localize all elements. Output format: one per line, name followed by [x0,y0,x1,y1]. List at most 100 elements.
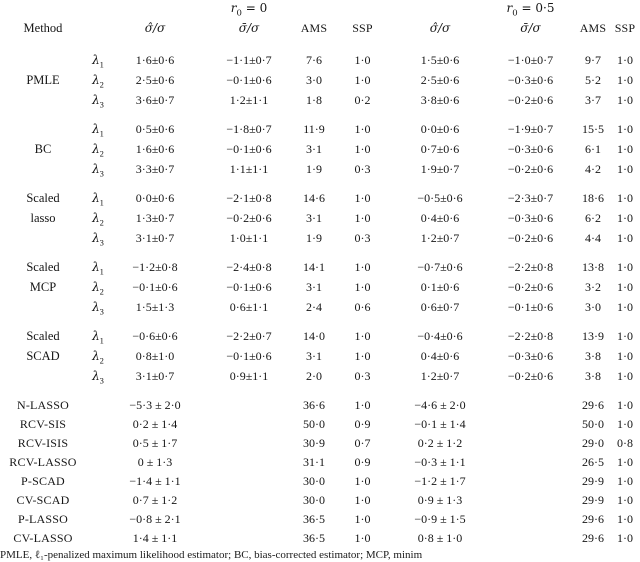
cell-sigma-bar-r0 [200,529,298,548]
cell-ams-r05: 6·1 [585,142,601,156]
cell-ams-r0: 30·0 [303,474,325,488]
table-row: λ3 1·5±1·3 0·6±1·1 2·4 0·6 0·6±0·7 −0·1±0·6 3·0… [86,297,640,317]
r-symbol: r [230,1,237,15]
cell-ssp-r0: 0·9 [354,417,371,431]
cell-ams-r05: 26·5 [582,455,604,469]
table-row: λ3 3·1±0·7 1·0±1·1 1·9 0·3 1·2±0·7 −0·2±0·6 4·4… [86,228,640,248]
method-block: BC λ1 0·5±0·6 −1·8±0·7 11·9 1·0 0·0±0·6 −1·9±0·… [0,119,640,179]
cell-ams-r0: 3·1 [306,349,322,363]
cell-sigma-bar-r05: −0·3±0·6 [507,142,554,156]
lambda-label: λ3 [92,162,104,179]
header-sigma-hat-r05: σ̂/σ [429,21,451,35]
cell-ssp-r0: 1·0 [354,211,371,225]
method-label: RCV-ISIS [17,436,69,450]
cell-ams-r05: 5·2 [585,73,601,87]
cell-sigma-hat-r05: 1·5±0·6 [420,53,460,67]
cell-sigma-bar-r0: 1·2±1·1 [229,93,269,107]
table-row: λ2 −0·1±0·6 −0·1±0·6 3·1 1·0 0·1±0·6 −0·2±0·6 3… [86,277,640,297]
cell-ssp-r05: 1·0 [617,531,633,545]
method-label: RCV-SIS [19,417,67,431]
method-label-line: MCP [29,280,57,294]
cell-sigma-hat-r05: 1·9±0·7 [420,162,460,176]
table-row: RCV-LASSO 0 ± 1·3 31·1 0·9 −0·3 ± 1·1 26·5 1·0 [0,453,640,472]
cell-sigma-bar-r05: −0·3±0·6 [507,211,554,225]
lambda-label: λ3 [92,300,104,317]
table-row: P-SCAD −1·4 ± 1·1 30·0 1·0 −1·2 ± 1·7 29·9 1·0 [0,472,640,491]
table-row: λ1 −0·6±0·6 −2·2±0·7 14·0 1·0 −0·4±0·6 −2·2±0·… [86,326,640,346]
cell-ssp-r0: 1·0 [354,191,371,205]
cell-sigma-hat-r0: 0·8±1·0 [135,349,175,363]
cell-sigma-bar-r0: −1·1±0·7 [226,53,272,67]
cell-ssp-r0: 0·3 [354,162,371,176]
cell-ssp-r0: 0·3 [354,369,371,383]
cell-ams-r0: 11·9 [303,122,325,136]
cell-ssp-r0: 1·0 [354,53,371,67]
cell-sigma-hat-r05: 0·8 ± 1·0 [417,531,463,545]
cell-sigma-hat-r0: 1·6±0·6 [135,53,175,67]
method-label: RCV-LASSO [9,455,77,469]
method-label-line: Scaled [26,191,60,205]
cell-sigma-hat-r0: 3·6±0·7 [135,93,175,107]
cell-sigma-hat-r0: 0 ± 1·3 [137,455,173,469]
header-ams-r05: AMS [579,21,607,35]
cell-ams-r0: 1·9 [306,231,322,245]
cell-ams-r05: 18·6 [582,191,604,205]
cell-sigma-hat-r05: −4·6 ± 2·0 [414,398,466,412]
cell-sigma-bar-r05: −0·1±0·6 [507,300,554,314]
cell-sigma-hat-r0: 0·0±0·6 [135,191,175,205]
cell-sigma-hat-r05: 0·0±0·6 [420,122,460,136]
table-row: λ3 3·3±0·7 1·1±1·1 1·9 0·3 1·9±0·7 −0·2±0·6 4·2… [86,159,640,179]
cell-sigma-bar-r0: −2·1±0·8 [226,191,272,205]
cell-ams-r0: 3·1 [306,211,322,225]
header-sigma-bar-r0: σ̄/σ [238,21,260,35]
cell-ams-r05: 13·9 [582,329,604,343]
cell-sigma-hat-r0: 3·3±0·7 [135,162,175,176]
table-row: λ2 1·6±0·6 −0·1±0·6 3·1 1·0 0·7±0·6 −0·3±0·6 6·… [86,139,640,159]
cell-sigma-hat-r0: 1·6±0·6 [135,142,175,156]
cell-ams-r0: 1·8 [306,93,322,107]
cell-sigma-hat-r05: 0·9 ± 1·3 [417,493,463,507]
table-row: λ1 0·0±0·6 −2·1±0·8 14·6 1·0 −0·5±0·6 −2·3±0·7… [86,188,640,208]
method-block: Scaled MCP λ1 −1·2±0·8 −2·4±0·8 14·1 1·0 −0·7±0… [0,257,640,317]
cell-ssp-r05: 1·0 [617,73,633,87]
lambda-label: λ1 [92,122,104,139]
cell-sigma-hat-r0: 3·1±0·7 [135,231,175,245]
cell-sigma-hat-r05: −0·4±0·6 [417,329,463,343]
cell-sigma-bar-r05 [485,396,576,415]
cell-sigma-bar-r05: −0·3±0·6 [507,349,554,363]
cell-ssp-r05: 1·0 [617,455,633,469]
method-label-line: lasso [30,211,56,225]
cell-ams-r05: 3·8 [585,369,601,383]
cell-ams-r05: 3·7 [585,93,601,107]
cell-ssp-r0: 0·7 [354,436,371,450]
cell-sigma-bar-r05: −2·2±0·8 [507,260,554,274]
cell-sigma-bar-r0: −1·8±0·7 [226,122,272,136]
table-row: λ3 3·6±0·7 1·2±1·1 1·8 0·2 3·8±0·6 −0·2±0·6 3·7… [86,90,640,110]
cell-ssp-r05: 1·0 [617,53,633,67]
cell-sigma-bar-r05 [485,472,576,491]
table-row: RCV-SIS 0·2 ± 1·4 50·0 0·9 −0·1 ± 1·4 50·0 1·0 [0,415,640,434]
group-header-row: r0 = 0 r0 = 0·5 [0,0,640,18]
cell-ssp-r0: 1·0 [354,474,371,488]
cell-ams-r05: 50·0 [582,417,604,431]
method-label-line: Scaled [26,329,60,343]
cell-sigma-bar-r0 [200,491,298,510]
cell-sigma-bar-r05: −0·2±0·6 [507,231,554,245]
header-method: Method [23,21,63,35]
cell-sigma-bar-r0: −0·1±0·6 [226,142,272,156]
cell-sigma-bar-r05 [485,453,576,472]
table-row: λ1 1·6±0·6 −1·1±0·7 7·6 1·0 1·5±0·6 −1·0±0·7 9·… [86,50,640,70]
cell-ssp-r0: 0·3 [354,231,371,245]
cell-sigma-bar-r0: −2·2±0·7 [226,329,272,343]
cell-ams-r0: 1·9 [306,162,322,176]
table-row: P-LASSO −0·8 ± 2·1 36·5 1·0 −0·9 ± 1·5 29·6 1·… [0,510,640,529]
cell-sigma-hat-r0: −5·3 ± 2·0 [129,398,181,412]
cell-ams-r05: 13·8 [582,260,604,274]
cell-sigma-hat-r05: −0·9 ± 1·5 [414,512,466,526]
cell-sigma-hat-r05: −0·3 ± 1·1 [414,455,466,469]
cell-sigma-bar-r0 [200,472,298,491]
table-row: λ3 3·1±0·7 0·9±1·1 2·0 0·3 1·2±0·7 −0·2±0·6 3·8… [86,366,640,386]
method-label-line: BC [34,142,52,156]
cell-ams-r0: 30·9 [303,436,325,450]
cell-ams-r0: 2·0 [306,369,322,383]
